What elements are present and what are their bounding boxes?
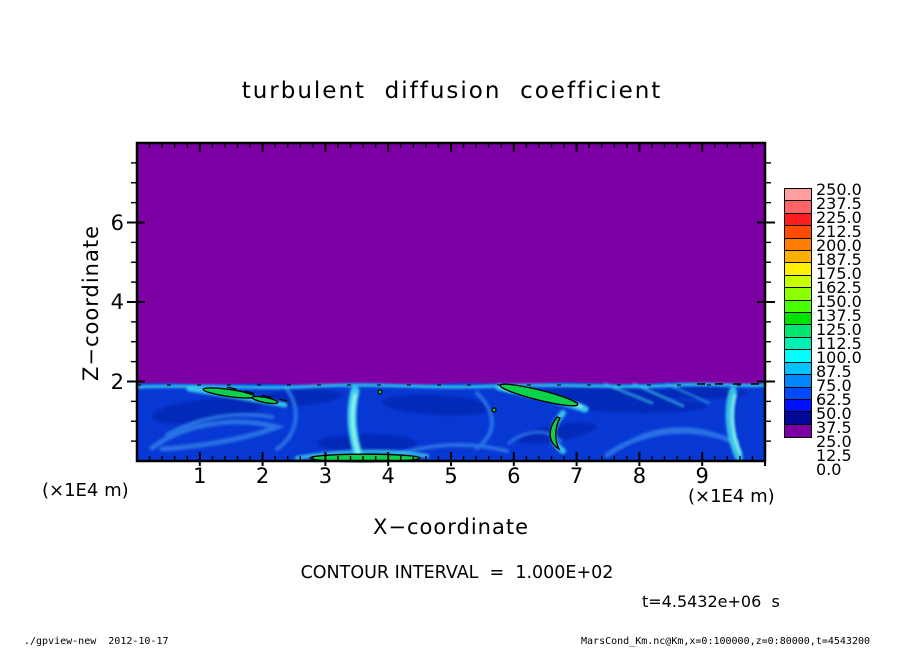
colorbar-level-label: 137.5 — [816, 306, 862, 325]
xtick-label: 2 — [255, 464, 270, 488]
boundary-layer-region — [135, 382, 767, 463]
footer-gturl: MarsCond_Km.nc@Km,x=0:100000,z=0:80000,t… — [581, 636, 870, 647]
contour-plot-canvas — [127, 141, 775, 466]
plot-frame — [135, 141, 767, 463]
contour-dashes — [137, 383, 765, 402]
colorbar-level-label: 250.0 — [816, 180, 862, 199]
colorbar-level-label: 187.5 — [816, 250, 862, 269]
xaxis-unit-right: (×1E4 m) — [688, 486, 775, 507]
xtick-label: 7 — [569, 464, 584, 488]
colorbar-level-label: 200.0 — [816, 236, 862, 255]
xtick-label: 1 — [193, 464, 207, 488]
colorbar-level-label: 237.5 — [816, 194, 862, 213]
xaxis-title: X−coordinate — [373, 515, 529, 539]
colorbar-level-label: 212.5 — [816, 222, 862, 241]
colorbar-level-label: 112.5 — [816, 334, 862, 353]
colorbar-level-label: 50.0 — [816, 404, 852, 423]
chart-title: turbulent diffusion coefficient — [241, 78, 663, 104]
ztick-label: 4 — [110, 290, 124, 314]
xtick-label: 4 — [381, 464, 395, 488]
ztick-label: 2 — [110, 369, 124, 394]
colorbar — [784, 188, 812, 438]
colorbar-level-label: 162.5 — [816, 278, 862, 297]
xtick-label: 6 — [507, 464, 521, 488]
colorbar-level-label: 150.0 — [816, 292, 862, 311]
xtick-label: 9 — [695, 464, 709, 488]
colorbar-level-label: 225.0 — [816, 208, 862, 227]
colorbar-level-label: 62.5 — [816, 390, 852, 409]
xtick-label: 5 — [444, 464, 458, 488]
time-annotation: t=4.5432e+06 s — [642, 592, 780, 611]
contour-interval-note: CONTOUR INTERVAL = 1.000E+02 — [300, 563, 614, 583]
xtick-label: 3 — [318, 464, 333, 488]
footer-command-date: ./gpview-new 2012-10-17 — [24, 636, 169, 647]
colorbar-level-label: 100.0 — [816, 348, 862, 367]
colorbar-level-label: 25.0 — [816, 432, 852, 451]
colorbar-level-label: 12.5 — [816, 446, 852, 465]
colorbar-box — [784, 423, 812, 438]
colorbar-level-label: 0.0 — [816, 460, 842, 479]
ztick-label: 6 — [110, 210, 124, 235]
colorbar-level-label: 125.0 — [816, 320, 862, 339]
colorbar-level-label: 87.5 — [816, 362, 852, 381]
xtick-label: 8 — [632, 464, 647, 488]
xaxis-unit-left: (×1E4 m) — [42, 480, 129, 501]
colorbar-level-label: 75.0 — [816, 376, 852, 395]
colorbar-level-label: 37.5 — [816, 418, 852, 437]
colorbar-level-label: 175.0 — [816, 264, 862, 283]
